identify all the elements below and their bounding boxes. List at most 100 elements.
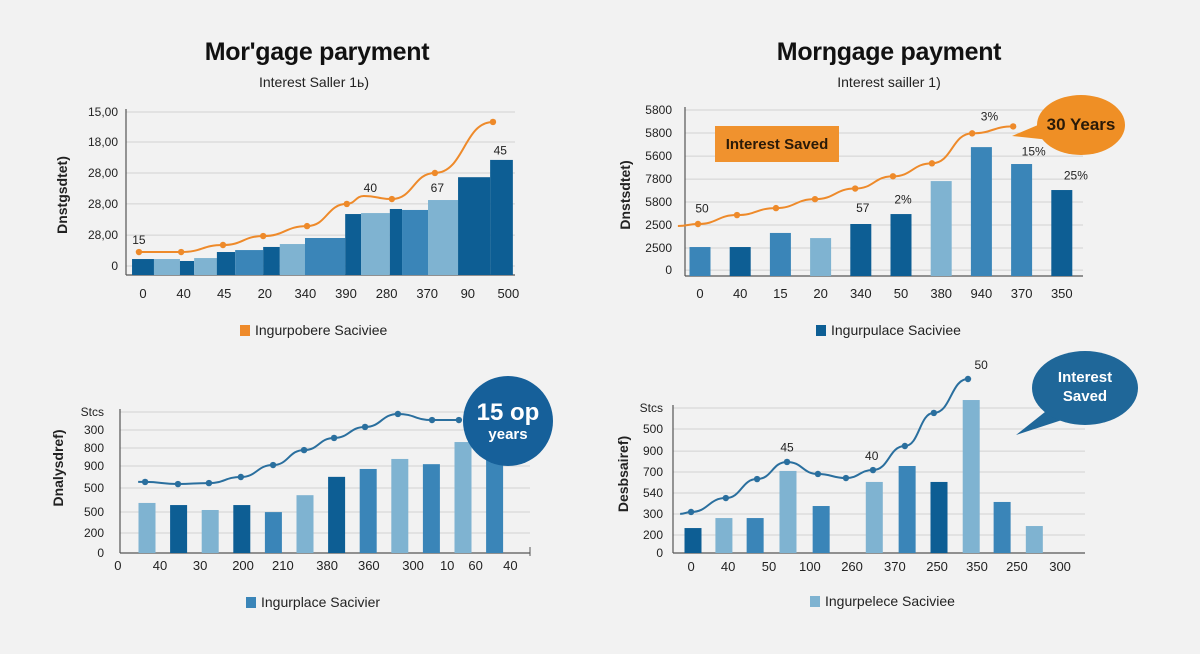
y-tick-label: Stcs (81, 405, 104, 419)
y-tick-label: 2500 (645, 241, 672, 255)
data-label: 57 (856, 201, 870, 215)
x-tick-label: 350 (1051, 286, 1073, 301)
y-tick-label: 7800 (645, 172, 672, 186)
badge-unit: years (488, 425, 528, 443)
bar (216, 252, 236, 275)
x-tick-label: 0 (139, 286, 146, 301)
data-label: 45 (494, 143, 508, 157)
y-tick-label: 28,00 (88, 166, 118, 180)
y-tick-label: 28,00 (88, 228, 118, 242)
chart-1-subtitle: Interest Saller 1ь) (258, 74, 370, 90)
chart-1: 15,00 18,00 28,00 28,00 28,00 0 15 40 67 45 0 40 45 2… (88, 105, 519, 301)
x-tick-label: 100 (799, 559, 821, 574)
line-point (753, 475, 761, 483)
y-tick-label: 2500 (645, 218, 672, 232)
bubble-line-2: Saved (1062, 388, 1108, 405)
bar (769, 232, 791, 276)
line-point (928, 160, 936, 167)
legend-swatch (240, 324, 250, 336)
bar (304, 237, 346, 275)
data-label: 15 (132, 233, 146, 247)
bar (865, 481, 883, 553)
bar (359, 468, 377, 553)
chart-2-subtitle: Interest sailler 1) (837, 74, 941, 90)
line-point (889, 173, 897, 180)
chart-1-title: Mor'gage paryment (204, 38, 430, 66)
y-tick-label: 5800 (645, 195, 672, 209)
x-tick-label: 340 (850, 286, 872, 301)
bar (264, 512, 282, 553)
x-tick-label: 260 (841, 559, 863, 574)
x-tick-label: 50 (762, 559, 776, 574)
bar (153, 259, 180, 275)
legend-swatch (246, 596, 256, 608)
data-label: 67 (431, 181, 445, 195)
bar (930, 481, 948, 553)
legend-label: Ingurplace Sacivier (261, 594, 381, 610)
x-tick-label: 370 (416, 286, 438, 301)
line-point (811, 195, 819, 203)
y-tick-label: 200 (84, 526, 104, 540)
x-tick-label: 40 (733, 286, 747, 301)
data-label: 45 (780, 441, 794, 455)
chart-3-legend: Ingurplace Sacivier (246, 594, 380, 610)
legend-swatch (816, 324, 826, 336)
line-point (388, 195, 396, 203)
series-line (138, 412, 459, 486)
x-tick-label: 20 (258, 286, 272, 301)
chart-1-legend: Ingurpobere Saciviee (240, 322, 387, 338)
chart-2-legend: Ingurpulace Saciviee (816, 322, 961, 338)
bar (810, 238, 832, 276)
line-point (361, 423, 369, 431)
chart-4-legend: Ingurpelece Saciviee (810, 593, 955, 609)
line-point (930, 409, 938, 417)
x-tick-label: 0 (114, 558, 121, 573)
bar (490, 159, 513, 275)
x-tick-label: 40 (503, 558, 517, 573)
bar (729, 247, 751, 276)
line-point (722, 494, 730, 502)
x-tick-label: 390 (335, 286, 357, 301)
data-label: 40 (364, 181, 378, 195)
x-tick-label: 90 (461, 286, 475, 301)
line-point (772, 204, 780, 212)
y-tick-label: 0 (656, 546, 663, 560)
y-tick-label: 5800 (645, 126, 672, 140)
bar (345, 214, 362, 275)
x-tick-label: 0 (687, 559, 694, 574)
bar (454, 442, 472, 553)
x-tick-label: 10 (440, 558, 454, 573)
line-point (135, 248, 143, 256)
x-tick-label: 250 (926, 559, 948, 574)
line-point (428, 416, 436, 424)
bar (970, 147, 992, 276)
bar (458, 177, 491, 275)
series-line (680, 378, 969, 515)
bar (194, 258, 221, 275)
y-tick-label: 900 (84, 459, 104, 473)
line-point (177, 248, 185, 256)
line-point (431, 169, 439, 177)
15-years-badge: 15 op years (463, 376, 553, 466)
line-point (901, 442, 909, 450)
line-point (269, 461, 277, 469)
bar (689, 247, 711, 276)
bar (1011, 164, 1033, 276)
line-point (814, 470, 822, 478)
bar (138, 502, 156, 553)
x-tick-label: 50 (894, 286, 908, 301)
chart-2-y-axis-title: Dnstsdtet) (617, 160, 633, 230)
line-point (869, 466, 877, 474)
x-tick-label: 40 (721, 559, 735, 574)
x-tick-label: 300 (402, 558, 424, 573)
y-tick-label: Stcs (640, 401, 663, 415)
series-line (138, 120, 494, 254)
x-tick-label: 380 (930, 286, 952, 301)
bar (389, 208, 403, 275)
bar (779, 470, 797, 553)
chart-4-y-axis-title: Desbsairef) (615, 435, 631, 513)
line-point (783, 458, 791, 466)
x-tick-label: 15 (773, 286, 787, 301)
y-tick-label: 5600 (645, 149, 672, 163)
